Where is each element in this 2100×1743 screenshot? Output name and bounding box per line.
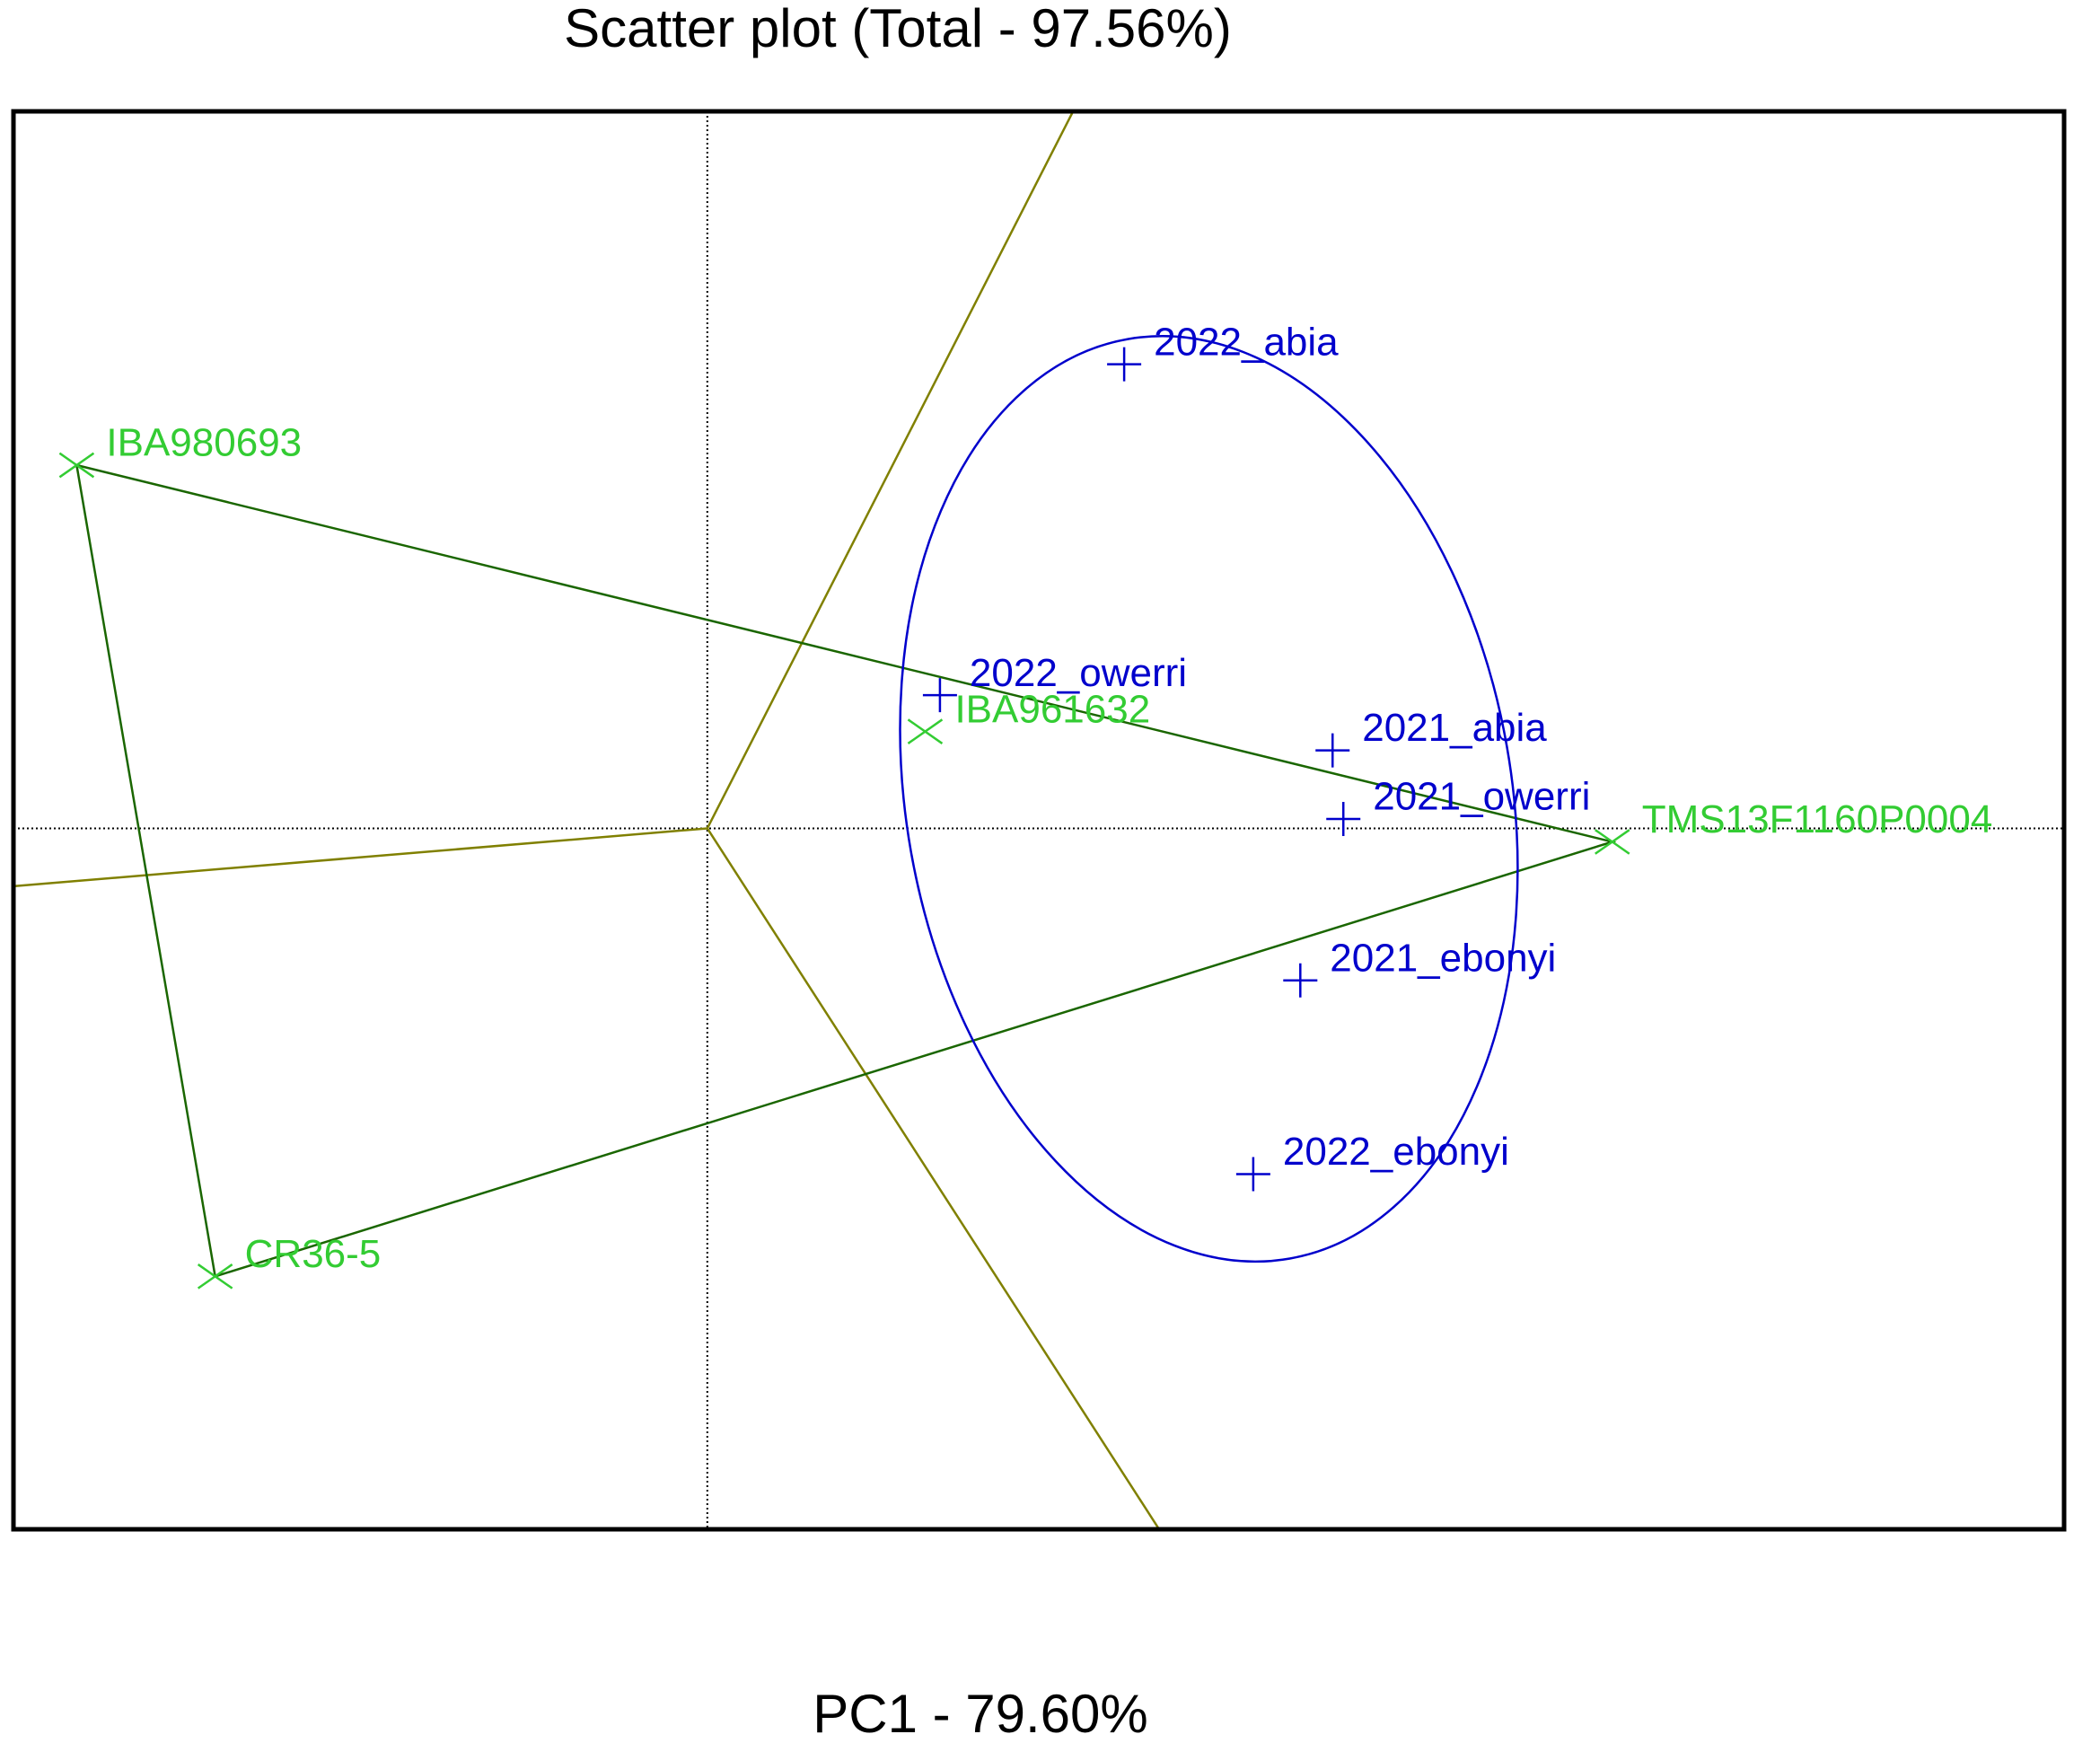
sector-ray bbox=[706, 827, 1161, 1529]
point bbox=[1595, 829, 1630, 855]
point bbox=[1235, 1157, 1270, 1192]
point bbox=[922, 678, 957, 713]
sector-ray bbox=[13, 827, 707, 888]
point-label: 2022_ebonyi bbox=[1283, 1130, 1509, 1174]
ellipse bbox=[899, 335, 1519, 1263]
point-label: CR36-5 bbox=[245, 1232, 382, 1276]
point-label: TMS13F1160P0004 bbox=[1642, 797, 1993, 841]
point-label: 2022_owerri bbox=[970, 651, 1187, 695]
sector-ray bbox=[706, 111, 1075, 830]
point-label: IBA961632 bbox=[954, 687, 1150, 731]
point bbox=[1283, 963, 1318, 998]
point-label: 2021_abia bbox=[1362, 706, 1547, 750]
point bbox=[907, 718, 944, 744]
x-axis-label: PC1 - 79.60% bbox=[813, 1684, 1148, 1743]
plot-frame bbox=[11, 109, 2067, 1532]
point-label: IBA980693 bbox=[106, 421, 302, 465]
point bbox=[58, 452, 95, 479]
point bbox=[1107, 347, 1142, 382]
point bbox=[1326, 802, 1361, 837]
point-label: 2022_abia bbox=[1154, 320, 1339, 364]
point bbox=[1315, 733, 1350, 768]
polygon-hull bbox=[75, 463, 1617, 1278]
chart-title: Scatter plot (Total - 97.56%) bbox=[564, 0, 1232, 58]
point-label: 2021_owerri bbox=[1373, 775, 1590, 819]
plot-area bbox=[13, 111, 2064, 1529]
point-label: 2021_ebonyi bbox=[1330, 936, 1556, 980]
point bbox=[197, 1263, 233, 1290]
